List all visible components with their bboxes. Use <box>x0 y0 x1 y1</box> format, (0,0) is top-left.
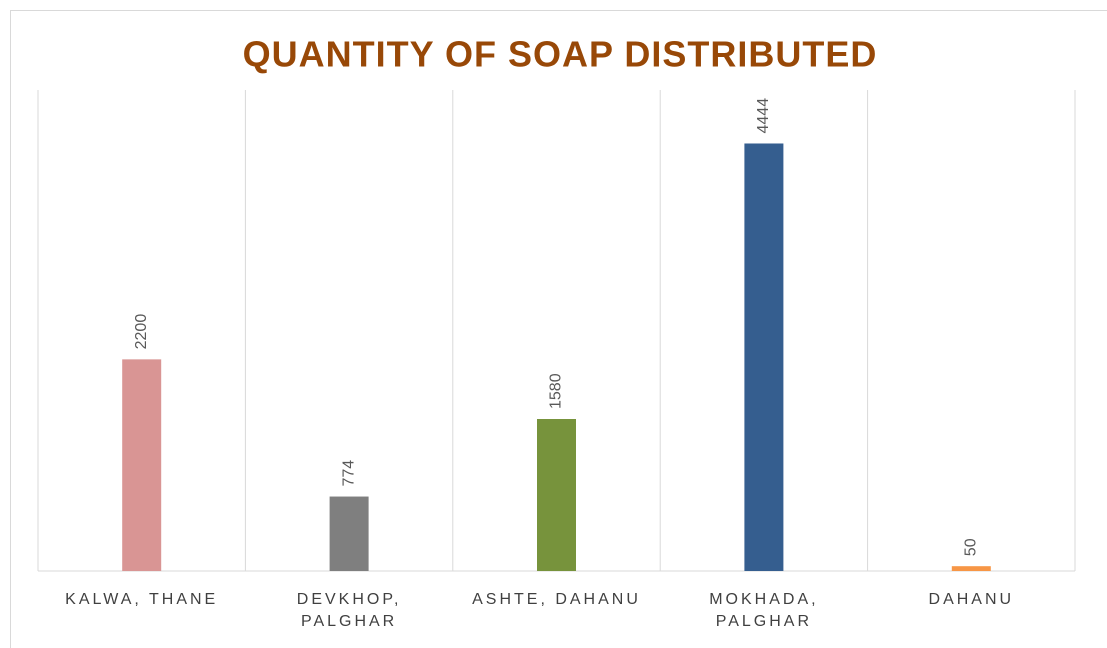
data-label: 4444 <box>755 98 772 134</box>
chart-title: QUANTITY OF SOAP DISTRIBUTED <box>243 34 878 75</box>
data-label: 774 <box>340 460 357 487</box>
bar <box>537 419 576 571</box>
x-tick-label: DAHANU <box>928 591 1015 608</box>
bar <box>951 566 991 571</box>
bar <box>744 143 784 572</box>
data-label: 1580 <box>548 373 565 409</box>
x-tick-label: ASHTE, DAHANU <box>472 591 641 608</box>
x-tick-label: KALWA, THANE <box>65 591 219 608</box>
data-label: 50 <box>963 538 980 556</box>
bar <box>122 359 162 571</box>
x-tick-label: DEVKHOP, PALGHAR <box>296 591 402 630</box>
data-label: 2200 <box>133 314 150 350</box>
x-tick-label: MOKHADA, PALGHAR <box>709 591 819 630</box>
bar <box>329 496 369 571</box>
